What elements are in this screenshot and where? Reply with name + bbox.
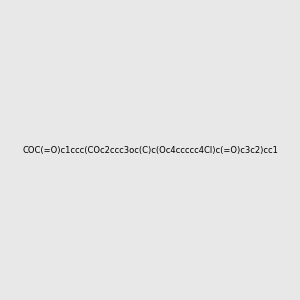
Text: COC(=O)c1ccc(COc2ccc3oc(C)c(Oc4ccccc4Cl)c(=O)c3c2)cc1: COC(=O)c1ccc(COc2ccc3oc(C)c(Oc4ccccc4Cl)… <box>22 146 278 154</box>
